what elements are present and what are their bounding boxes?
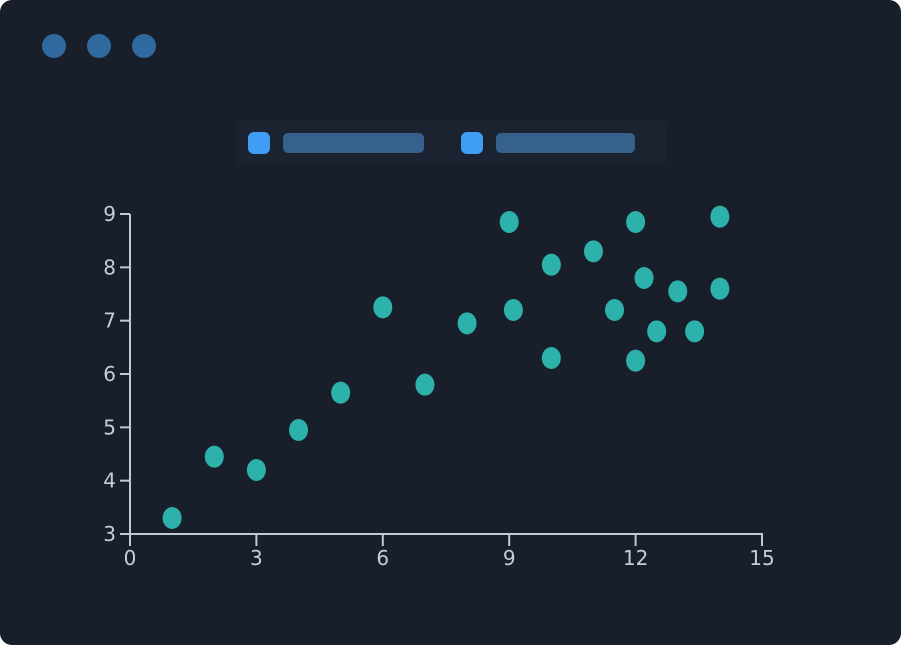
chart-legend <box>237 121 666 165</box>
x-axis-tick-label: 0 <box>124 546 137 570</box>
scatter-point <box>503 299 523 321</box>
scatter-point <box>415 373 435 396</box>
scatter-point <box>626 211 646 233</box>
scatter-point <box>162 507 182 529</box>
y-axis-tick-label: 6 <box>103 362 116 386</box>
window-control-dot-1[interactable] <box>42 34 66 58</box>
window-control-dot-2[interactable] <box>87 34 111 58</box>
chart-axes <box>129 214 763 535</box>
y-axis-tick-label: 8 <box>103 255 116 279</box>
y-axis-tick-label: 7 <box>103 309 116 333</box>
legend-item-series-2[interactable] <box>461 132 635 154</box>
checkbox-swatch-icon[interactable] <box>461 132 483 154</box>
scatter-point <box>289 419 309 441</box>
y-axis-tick-label: 9 <box>103 202 116 226</box>
scatter-point <box>204 445 224 468</box>
y-axis-tick-label: 4 <box>103 469 116 493</box>
legend-label-placeholder <box>496 133 635 153</box>
scatter-point <box>668 280 688 303</box>
y-axis-tick-label: 5 <box>103 415 116 439</box>
scatter-point <box>373 296 393 319</box>
scatter-point <box>331 381 351 404</box>
chart-points <box>162 205 730 529</box>
scatter-point <box>685 320 705 343</box>
scatter-point <box>499 211 519 233</box>
scatter-point <box>583 240 603 263</box>
x-axis-tick-label: 3 <box>250 546 263 570</box>
scatter-point <box>647 320 667 343</box>
x-axis-tick-label: 12 <box>623 546 648 570</box>
scatter-point <box>710 277 730 300</box>
scatter-point <box>634 267 654 289</box>
legend-item-series-1[interactable] <box>248 132 424 154</box>
scatter-point <box>457 312 477 335</box>
x-axis-tick-label: 15 <box>749 546 774 570</box>
scatter-point <box>541 253 561 276</box>
scatter-point <box>541 347 561 369</box>
chart-ticks <box>120 213 763 546</box>
legend-label-placeholder <box>283 133 424 153</box>
window-controls <box>42 34 156 58</box>
checkbox-swatch-icon[interactable] <box>248 132 270 154</box>
scatter-point <box>605 299 625 321</box>
y-axis-tick-label: 3 <box>103 522 116 546</box>
window-control-dot-3[interactable] <box>132 34 156 58</box>
scatter-point <box>246 459 266 481</box>
scatter-point <box>710 205 730 228</box>
x-axis-tick-label: 6 <box>376 546 389 570</box>
scatter-point <box>626 349 646 372</box>
x-axis-tick-label: 9 <box>503 546 516 570</box>
